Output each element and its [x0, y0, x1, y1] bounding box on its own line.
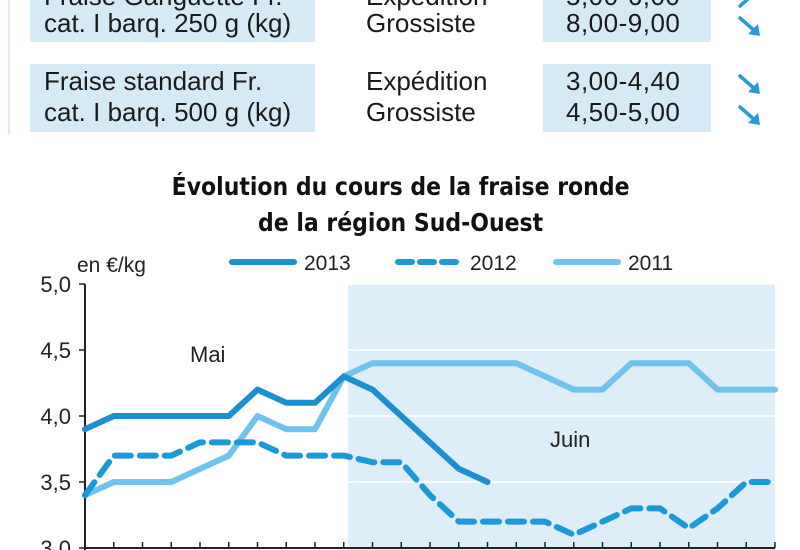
- period-label-mai: Mai: [190, 342, 225, 367]
- y-tick-label: 4,5: [40, 338, 71, 363]
- row1-product-line2: cat. I barq. 250 g (kg): [44, 8, 292, 38]
- row2-trend2-arrow-icon: [738, 105, 760, 125]
- row2-price-band: [543, 64, 711, 132]
- row1-trend1-arrow-icon: [738, 0, 750, 8]
- price-table: Fraise Gariguette Fr. cat. I barq. 250 g…: [0, 0, 800, 150]
- row1-product-line1: Fraise Gariguette Fr.: [44, 0, 282, 12]
- y-tick-label: 5,0: [40, 272, 71, 297]
- row2-product-line2: cat. I barq. 500 g (kg): [44, 97, 292, 127]
- legend-label-2012: 2012: [470, 252, 517, 275]
- y-tick-label: 3,5: [40, 470, 71, 495]
- series-line-2013: [82, 373, 491, 485]
- period-label-juin: Juin: [550, 427, 590, 452]
- row1-price2: 8,00-9,00: [566, 8, 681, 38]
- chart-title-line1: Évolution du cours de la fraise ronde: [171, 172, 630, 201]
- row2-price1: 3,00-4,40: [566, 66, 681, 96]
- period-band-juin: [348, 284, 775, 550]
- row1-stage2: Grossiste: [366, 8, 476, 38]
- row1-product-band: [30, 0, 315, 42]
- y-tick-label: 3,0: [40, 536, 71, 550]
- row2-product-band: [30, 64, 315, 132]
- row1-price-band: [543, 0, 711, 42]
- y-tick-label: 4,0: [40, 404, 71, 429]
- table-left-rule: [8, 0, 10, 135]
- series-line-2011: [82, 360, 778, 499]
- chart-title-line2: de la région Sud-Ouest: [258, 208, 544, 237]
- row2-trend1-arrow-icon: [738, 74, 760, 94]
- row2-stage2: Grossiste: [366, 97, 476, 127]
- series-line-2012: [82, 439, 778, 538]
- y-axis-label: en €/kg: [77, 254, 146, 277]
- row2-price2: 4,50-5,00: [566, 97, 681, 127]
- row1-trend2-arrow-icon: [738, 16, 760, 36]
- row2-product-line1: Fraise standard Fr.: [44, 66, 263, 96]
- legend-label-2011: 2011: [628, 252, 673, 275]
- row2-stage1: Expédition: [366, 66, 488, 96]
- row1-stage1: Expédition: [366, 0, 487, 12]
- row1-price1: 5,00-6,00: [566, 0, 680, 12]
- legend-label-2013: 2013: [304, 252, 351, 275]
